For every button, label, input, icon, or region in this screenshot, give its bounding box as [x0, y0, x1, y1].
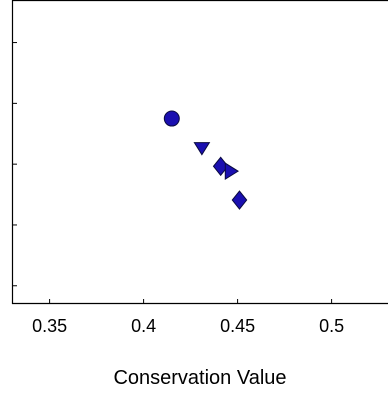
data-point-diamond — [231, 190, 248, 210]
data-point-triangle-down — [193, 142, 211, 156]
x-tick-label: 0.35 — [32, 316, 67, 336]
x-tick-label: 0.45 — [220, 316, 255, 336]
data-points — [163, 110, 248, 210]
ticks: 0.35 0.4 0.45 0.5 — [12, 42, 344, 336]
x-axis-label: Conservation Value — [113, 367, 286, 389]
x-tick-label: 0.5 — [319, 316, 344, 336]
axes — [11, 0, 388, 305]
x-tick-label: 0.4 — [131, 316, 156, 336]
data-point-triangle-right — [224, 162, 240, 181]
data-point-circle — [163, 110, 180, 127]
